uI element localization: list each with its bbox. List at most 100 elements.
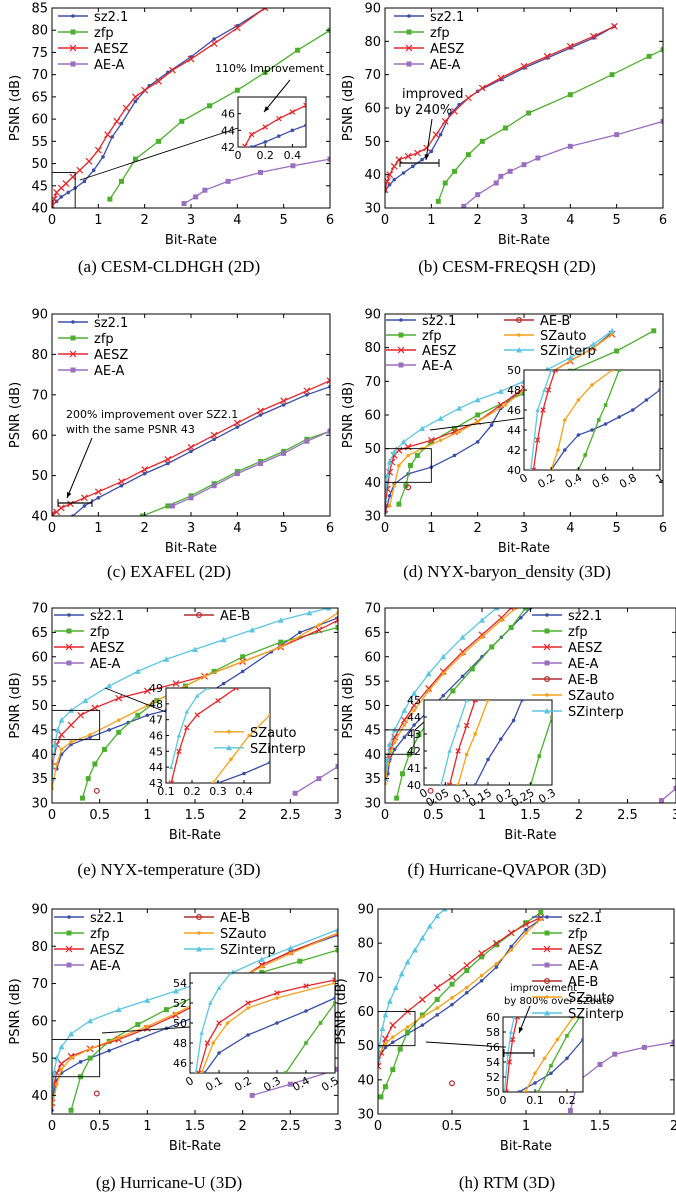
inset-y-tick-label: 54 bbox=[486, 1056, 500, 1069]
series-line-szauto bbox=[388, 333, 613, 507]
inset-series-group bbox=[242, 102, 306, 147]
data-point-aesz bbox=[326, 377, 330, 385]
data-point-sz21 bbox=[298, 630, 302, 635]
y-tick-label: 70 bbox=[364, 375, 381, 390]
inset-x-tick-label: 0.3 bbox=[209, 785, 227, 798]
y-tick-label: 60 bbox=[31, 429, 48, 444]
data-point-aesz bbox=[58, 731, 65, 739]
inset-point-aesz bbox=[455, 748, 461, 754]
data-point-sz21 bbox=[429, 149, 434, 154]
data-point-aea bbox=[567, 1108, 573, 1114]
annotation-text: improvement bbox=[510, 983, 577, 994]
inset-point-szauto bbox=[563, 418, 567, 422]
inset-y-tick-label: 44 bbox=[507, 424, 521, 437]
inset-y-tick-label: 54 bbox=[173, 977, 187, 990]
x-tick-label: 5 bbox=[280, 521, 288, 536]
data-point-aesz bbox=[439, 667, 447, 675]
data-point-szinterp bbox=[335, 926, 338, 932]
x-tick-label: 3 bbox=[520, 521, 528, 536]
legend-label: AESZ bbox=[430, 42, 464, 57]
legend-label: AE-A bbox=[430, 58, 461, 73]
data-point-zfp bbox=[101, 746, 107, 752]
inset-point-szauto bbox=[211, 781, 215, 783]
data-point-szauto bbox=[480, 635, 484, 640]
series-line-sz21 bbox=[72, 386, 330, 516]
data-point-aesz bbox=[52, 1099, 56, 1107]
inset-point-zfp bbox=[565, 1033, 569, 1038]
x-tick-label: 2.5 bbox=[280, 1119, 301, 1134]
data-point-zfp bbox=[523, 920, 529, 926]
legend-label: AESZ bbox=[422, 344, 456, 359]
data-point-sz21 bbox=[452, 453, 457, 458]
data-point-szinterp bbox=[382, 1011, 389, 1018]
legend-marker bbox=[70, 29, 76, 35]
inset-series-group bbox=[194, 973, 335, 1073]
data-point-aea bbox=[169, 503, 175, 509]
inset-point-szinterp bbox=[228, 973, 233, 975]
legend-label: AESZ bbox=[568, 641, 602, 656]
data-point-zfp bbox=[87, 1055, 93, 1061]
data-point-zfp bbox=[262, 69, 268, 75]
x-tick-label: 2 bbox=[670, 1119, 676, 1134]
chart-caption: (d) NYX-baryon_density (3D) bbox=[403, 562, 611, 581]
chart-caption: (e) NYX-temperature (3D) bbox=[77, 860, 261, 879]
inset-point-sz21 bbox=[246, 1033, 250, 1037]
inset-point-zfp bbox=[283, 1071, 288, 1073]
inset-frame bbox=[165, 687, 271, 784]
data-point-szauto bbox=[279, 645, 283, 649]
inset-point-szauto bbox=[486, 700, 490, 702]
y-tick-label: 45 bbox=[31, 179, 48, 194]
inset-point-szauto bbox=[456, 783, 460, 785]
data-point-szinterp bbox=[398, 970, 405, 977]
inset-y-tick-label: 43 bbox=[149, 777, 163, 790]
inset-point-zfp bbox=[578, 1017, 582, 1019]
data-point-sz21 bbox=[235, 425, 240, 429]
data-point-szinterp bbox=[52, 1070, 57, 1076]
chart-caption: (h) RTM (3D) bbox=[458, 1173, 556, 1192]
legend-label: SZinterp bbox=[540, 344, 596, 359]
inset-point-sz21 bbox=[581, 1037, 583, 1042]
x-tick-label: 1.5 bbox=[185, 1119, 206, 1134]
data-point-szauto bbox=[460, 652, 465, 657]
data-point-szauto bbox=[406, 453, 410, 458]
inset-point-aesz bbox=[472, 700, 478, 703]
x-tick-label: 0 bbox=[48, 1119, 56, 1134]
legend-label: sz2.1 bbox=[90, 911, 124, 926]
data-point-aea bbox=[521, 162, 527, 168]
inset-point-sz21 bbox=[563, 448, 567, 452]
data-point-zfp bbox=[80, 795, 86, 801]
data-point-aea bbox=[327, 428, 330, 434]
data-point-aesz bbox=[378, 1062, 382, 1070]
inset-x-tick-label: 0.6 bbox=[590, 471, 612, 491]
data-point-aesz bbox=[76, 166, 84, 174]
data-point-zfp bbox=[378, 1094, 384, 1100]
inset-point-aesz bbox=[289, 109, 296, 115]
data-point-aea bbox=[507, 168, 513, 174]
x-tick-label: 1 bbox=[427, 521, 435, 536]
inset-point-szinterp bbox=[194, 693, 200, 698]
y-tick-label: 60 bbox=[364, 409, 381, 424]
legend-marker bbox=[196, 946, 202, 952]
data-point-sz21 bbox=[136, 1037, 140, 1042]
legend-label: AE-A bbox=[568, 657, 599, 672]
data-point-sz21 bbox=[107, 728, 111, 732]
inset-point-aesz bbox=[195, 1070, 202, 1073]
data-point-aesz bbox=[131, 93, 139, 101]
zoom-connector bbox=[101, 1026, 191, 1034]
data-point-szauto bbox=[509, 948, 513, 952]
series-line-aea bbox=[172, 430, 330, 507]
data-point-aesz bbox=[169, 66, 176, 74]
inset-y-tick-label: 42 bbox=[507, 444, 521, 457]
data-point-szauto bbox=[441, 672, 445, 676]
data-point-aesz bbox=[590, 32, 597, 40]
inset-point-szinterp bbox=[447, 748, 452, 753]
data-point-szinterp bbox=[172, 988, 179, 994]
data-point-zfp bbox=[434, 997, 440, 1003]
inset-point-szinterp bbox=[508, 1029, 514, 1034]
inset-point-zfp bbox=[536, 1090, 540, 1092]
data-point-zfp bbox=[234, 87, 240, 93]
x-axis-label: Bit-Rate bbox=[504, 828, 556, 843]
